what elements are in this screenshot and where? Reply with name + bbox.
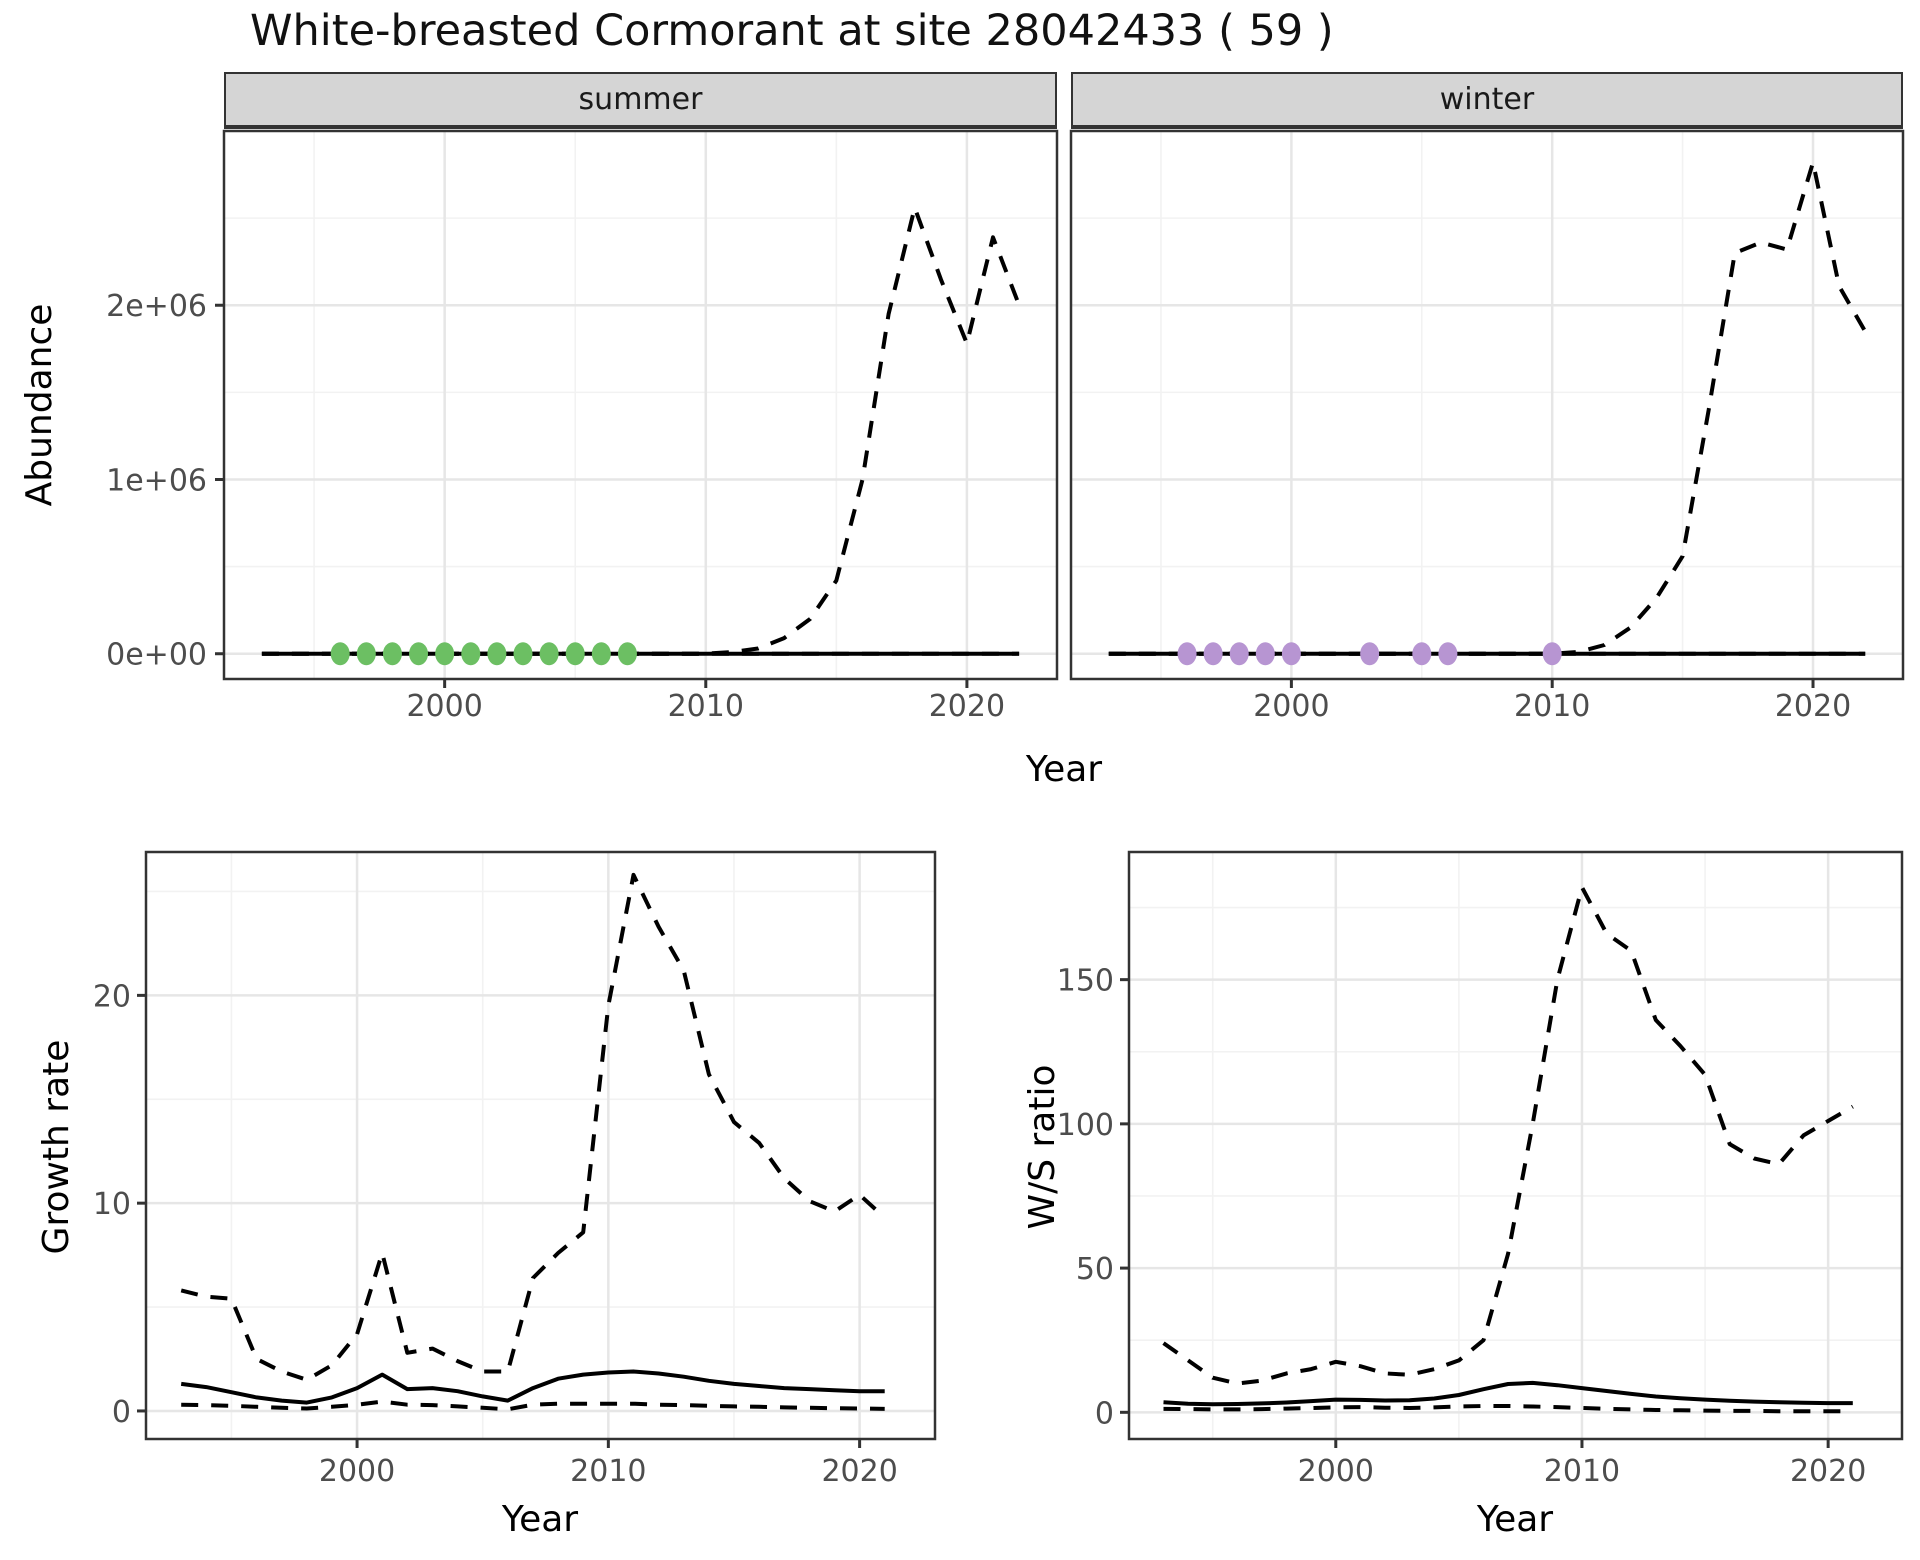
data-point	[1542, 642, 1562, 666]
gridlines-minor-abundance_winter	[1071, 131, 1903, 679]
data-point	[409, 642, 429, 666]
series-ws_ratio-estimate	[1163, 1380, 1853, 1407]
y-tick-label: 1e+06	[106, 463, 207, 498]
panel-growth_rate: 2000 2010 2020 0 10 20	[93, 850, 937, 1489]
x-tick-label: 2020	[1790, 1454, 1866, 1489]
x-axis-abundance_summer: 2000 2010 2020	[406, 679, 1005, 724]
data-point	[513, 642, 533, 666]
x-axis-title-year-bottom-right: Year	[1476, 1499, 1554, 1540]
gridlines-minor-ws_ratio	[1129, 852, 1902, 1439]
x-tick-label: 2010	[570, 1454, 646, 1489]
data-point	[1229, 642, 1249, 666]
data-point	[382, 642, 402, 666]
x-tick-label: 2000	[1253, 689, 1329, 724]
series-growth_rate-upper_ci	[180, 872, 887, 1382]
panel-border-abundance_summer	[222, 129, 1059, 681]
series-abundance_winter-winter_counts	[1177, 642, 1562, 666]
x-tick-label: 2010	[1544, 1454, 1620, 1489]
y-tick-label: 20	[93, 979, 131, 1014]
data-point	[565, 642, 585, 666]
y-tick-label: 0	[1095, 1396, 1114, 1431]
panel-abundance_winter: 2000 2010 2020	[1069, 129, 1905, 724]
y-axis-title-ws-ratio: W/S ratio	[1022, 1064, 1063, 1230]
y-tick-label: 100	[1057, 1108, 1114, 1143]
facet-strip-summer: summer	[224, 72, 1057, 129]
x-tick-label: 2020	[1775, 689, 1851, 724]
data-point	[1438, 642, 1458, 666]
y-tick-label: 10	[93, 1187, 131, 1222]
y-tick-label: 2e+06	[106, 289, 207, 324]
panel-border-growth_rate	[144, 850, 937, 1441]
series-ws_ratio-upper_ci	[1162, 885, 1854, 1386]
data-point	[330, 642, 350, 666]
panel-border-ws_ratio	[1127, 850, 1904, 1441]
series-ws_ratio-lower_ci	[1163, 1404, 1853, 1414]
y-tick-label: 50	[1076, 1252, 1114, 1287]
y-tick-label: 150	[1057, 964, 1114, 999]
data-point	[1360, 642, 1380, 666]
panel-border-abundance_winter	[1069, 129, 1905, 681]
data-point	[1412, 642, 1432, 666]
x-tick-label: 2010	[668, 689, 744, 724]
panel-abundance_summer: 2000 2010 2020 0e+00 1e+06 2e+06	[106, 129, 1059, 724]
data-point	[617, 642, 637, 666]
data-point	[435, 642, 455, 666]
data-point	[1281, 642, 1301, 666]
x-axis-title-year-top: Year	[1025, 749, 1103, 790]
x-axis-title-year-bottom-left: Year	[501, 1499, 579, 1540]
y-axis-abundance_summer: 0e+00 1e+06 2e+06	[106, 289, 224, 673]
data-point	[461, 642, 481, 666]
x-tick-label: 2000	[319, 1454, 395, 1489]
facet-strip-winter-label: winter	[1439, 82, 1535, 117]
gridlines-major-ws_ratio	[1129, 852, 1902, 1439]
facet-strip-summer-label: summer	[578, 82, 703, 117]
x-tick-label: 2020	[929, 689, 1005, 724]
y-axis-ws_ratio: 0 50 100 150	[1057, 964, 1129, 1431]
y-tick-label: 0	[112, 1395, 131, 1430]
x-axis-growth_rate: 2000 2010 2020	[319, 1439, 898, 1489]
facet-strip-winter: winter	[1071, 72, 1903, 129]
x-axis-abundance_winter: 2000 2010 2020	[1253, 679, 1851, 724]
data-point	[1203, 642, 1223, 666]
x-tick-label: 2020	[821, 1454, 897, 1489]
series-abundance_winter-upper_ci	[1108, 160, 1867, 656]
panel-ws_ratio: 2000 2010 2020 0 50 100 150	[1057, 850, 1904, 1489]
series-growth_rate-estimate	[180, 1369, 885, 1405]
x-tick-label: 2010	[1514, 689, 1590, 724]
data-point	[591, 642, 611, 666]
chart-title: White-breasted Cormorant at site 2804243…	[250, 6, 1334, 56]
y-axis-title-abundance: Abundance	[19, 303, 60, 507]
y-axis-growth_rate: 0 10 20	[93, 979, 146, 1430]
gridlines-major-growth_rate	[146, 852, 935, 1439]
series-abundance_summer-summer_counts	[330, 642, 637, 666]
data-point	[1255, 642, 1275, 666]
y-tick-label: 0e+00	[106, 638, 207, 673]
data-point	[487, 642, 507, 666]
series-abundance_summer-upper_ci	[261, 205, 1021, 656]
x-tick-label: 2000	[1298, 1454, 1374, 1489]
x-axis-ws_ratio: 2000 2010 2020	[1298, 1439, 1866, 1489]
x-tick-label: 2000	[406, 689, 482, 724]
y-axis-title-growth-rate: Growth rate	[36, 1039, 77, 1255]
data-point	[1177, 642, 1197, 666]
data-point	[539, 642, 559, 666]
gridlines-minor-growth_rate	[146, 852, 935, 1439]
data-point	[356, 642, 376, 666]
